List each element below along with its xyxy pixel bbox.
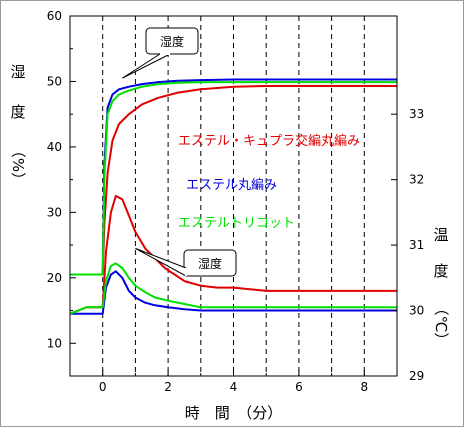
grid [102, 16, 365, 376]
x-tick-label: 0 [99, 380, 107, 394]
x-tick-label: 2 [164, 380, 172, 394]
y-left-tick-label: 20 [47, 271, 62, 285]
y-left-tick-label: 50 [47, 74, 62, 88]
y-left-tick-label: 60 [47, 9, 62, 23]
ticks: 0 2 4 6 8 10 20 30 40 50 60 29 30 31 32 33 [47, 9, 425, 394]
series-line-temperature-1 [69, 195, 397, 315]
y-left-tick-label: 10 [47, 336, 62, 350]
callout-label: 湿度 [198, 256, 222, 271]
legend-entry: エステル・キュプラ交編丸編み [178, 133, 360, 149]
x-tick-label: 6 [295, 380, 303, 394]
x-axis-title: 時 間 （分） [185, 404, 283, 422]
y-left-tick-label: 30 [47, 205, 62, 219]
legend-entry: エステル丸編み [186, 177, 277, 193]
y-right-tick-label: 31 [409, 238, 424, 252]
callout-label: 湿度 [160, 34, 184, 49]
x-tick-label: 8 [360, 380, 368, 394]
y-right-title-1: 温 [433, 226, 448, 244]
y-right-title-2: 度 [433, 262, 448, 280]
series-layer [69, 78, 397, 315]
y-right-title-3: （℃） [432, 301, 450, 348]
callout-box [145, 27, 199, 55]
legend-entry: エステルトリコット [178, 216, 295, 231]
y-left-title-3: （%） [9, 143, 27, 187]
axis-labels: 時 間 （分）湿度（%）温度（℃） [9, 63, 450, 422]
y-left-title-1: 湿 [10, 63, 25, 81]
series-line-humidity-3 [70, 81, 397, 276]
y-right-tick-label: 30 [409, 304, 424, 318]
series-line-temperature-3 [69, 262, 397, 315]
y-right-tick-label: 29 [409, 369, 424, 383]
y-right-tick-label: 33 [409, 107, 424, 121]
series-line-humidity-1 [70, 85, 397, 276]
y-left-tick-label: 40 [47, 140, 62, 154]
series-line-temperature-2 [70, 270, 397, 315]
x-tick-label: 4 [230, 380, 238, 394]
callout-box [183, 249, 237, 277]
y-right-tick-label: 32 [409, 173, 424, 187]
y-left-title-2: 度 [10, 103, 25, 121]
